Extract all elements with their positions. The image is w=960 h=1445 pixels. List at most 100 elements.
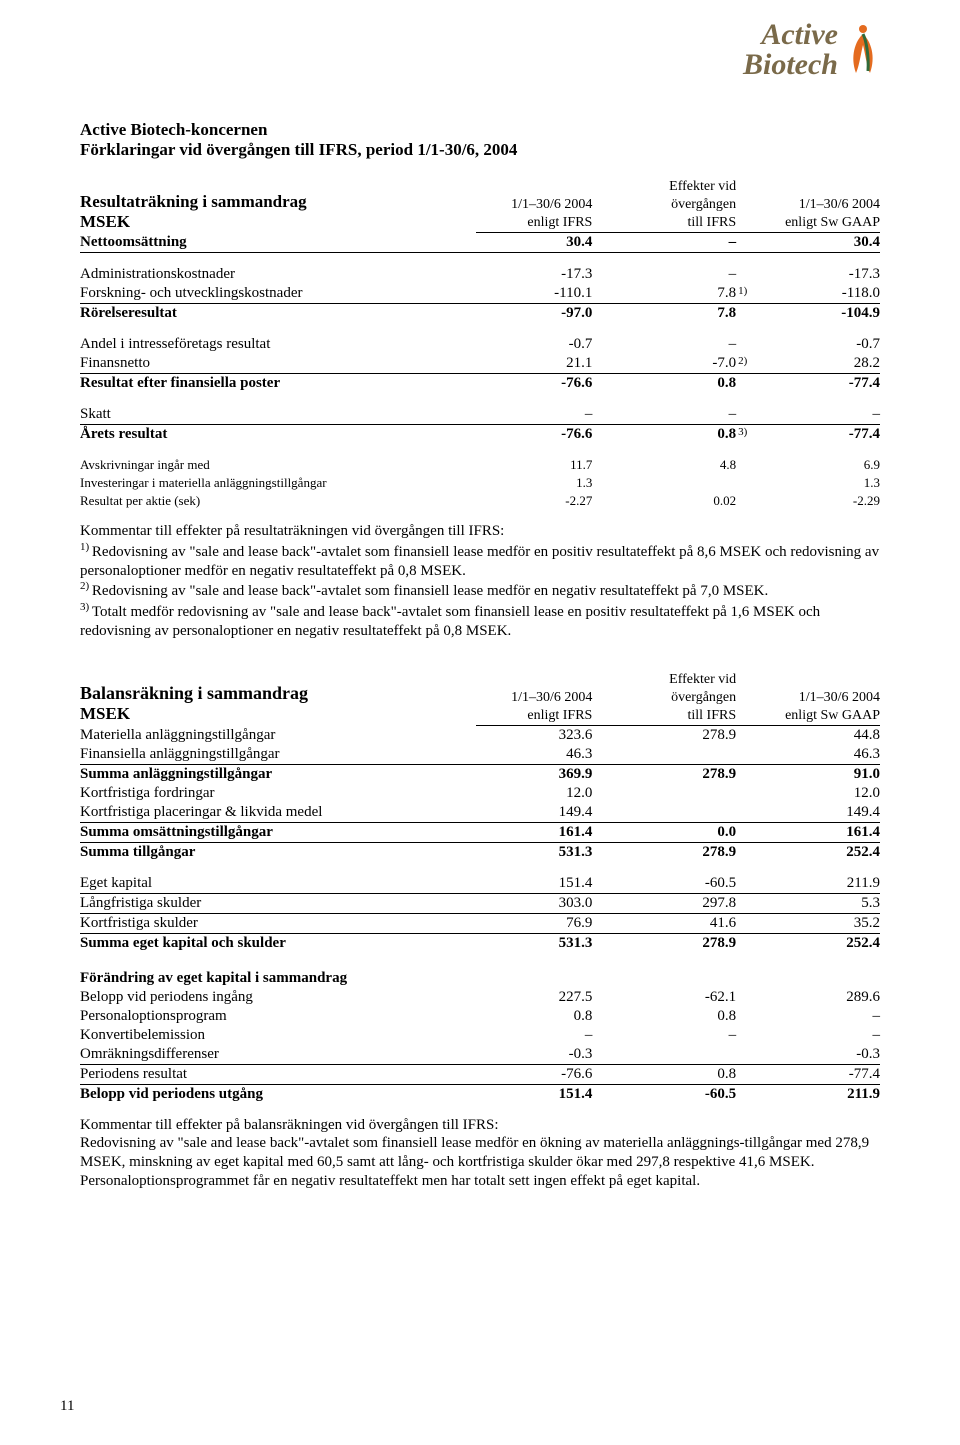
row-sup [736,1007,763,1026]
table-row: Materiella anläggningstillgångar323.6278… [80,725,880,745]
table-row [80,323,880,335]
row-c2: 0.8 [619,1064,736,1084]
row-c3: -118.0 [763,284,880,304]
row-c2: 7.8 [619,284,736,304]
row-c1: 46.3 [476,745,593,765]
page-number: 11 [60,1398,74,1415]
row-label: Omräkningsdifferenser [80,1045,476,1065]
row-c2: 0.0 [619,822,736,842]
company-logo: Active Biotech [743,20,880,80]
col3-line1: 1/1–30/6 2004 [763,196,880,214]
row-c3: -77.4 [763,425,880,445]
table-row: Kortfristiga fordringar12.012.0 [80,784,880,803]
table-row: Rörelseresultat-97.07.8-104.9 [80,304,880,324]
col3-line2: enligt Sw GAAP [763,214,880,233]
row-sup [736,1026,763,1045]
table-row: Eget kapital151.4-60.5211.9 [80,874,880,894]
row-c2: – [619,405,736,425]
row-c2: – [619,265,736,284]
table-row: Andel i intresseföretags resultat-0.7–-0… [80,335,880,354]
heading-line1: Active Biotech-koncernen [80,120,880,140]
row-c1: 531.3 [476,933,593,953]
row-c1: 12.0 [476,784,593,803]
row-c1: – [476,1026,593,1045]
table-row [80,444,880,456]
income-table: Resultaträkning i sammandrag MSEK Effekt… [80,178,880,510]
row-label: Finansiella anläggningstillgångar [80,745,476,765]
row-c1: – [476,405,593,425]
row-sup [736,842,763,862]
table-row: Omräkningsdifferenser-0.3-0.3 [80,1045,880,1065]
table-row [80,393,880,405]
row-label: Summa omsättningstillgångar [80,822,476,842]
row-c2: -7.0 [619,354,736,374]
income-unit: MSEK [80,212,130,231]
row-c2: 4.8 [619,456,736,474]
row-c1: 149.4 [476,803,593,823]
table-row: Belopp vid periodens utgång151.4-60.5211… [80,1084,880,1104]
row-c3: -0.7 [763,335,880,354]
balance-notes-lead: Kommentar till effekter på balansräkning… [80,1116,880,1135]
row-c3: -17.3 [763,265,880,284]
row-c2 [619,474,736,492]
row-sup [736,874,763,894]
row-c3: 30.4 [763,233,880,253]
row-c3: 44.8 [763,725,880,745]
logo-text: Active Biotech [743,20,838,80]
row-c1: -97.0 [476,304,593,324]
table-row: Summa tillgångar531.3278.9252.4 [80,842,880,862]
logo-line1: Active [743,20,838,50]
balance-notes-body: Redovisning av "sale and lease back"-avt… [80,1134,880,1190]
row-label: Investeringar i materiella anläggningsti… [80,474,476,492]
row-label: Forskning- och utvecklingskostnader [80,284,476,304]
row-c3: 12.0 [763,784,880,803]
row-c3: – [763,1026,880,1045]
income-title: Resultaträkning i sammandrag [80,192,307,211]
table-row: Resultat efter finansiella poster-76.60.… [80,374,880,394]
row-label: Administrationskostnader [80,265,476,284]
row-c1: 21.1 [476,354,593,374]
row-label: Rörelseresultat [80,304,476,324]
row-c2: -60.5 [619,874,736,894]
table-row: Skatt––– [80,405,880,425]
row-sup [736,1045,763,1065]
table-row: Långfristiga skulder303.0297.85.3 [80,893,880,913]
row-label: Andel i intresseföretags resultat [80,335,476,354]
row-c1: 323.6 [476,725,593,745]
row-c1: -0.7 [476,335,593,354]
row-c1: -76.6 [476,374,593,394]
row-c1: 76.9 [476,913,593,933]
row-c2 [619,784,736,803]
table-row: Administrationskostnader-17.3–-17.3 [80,265,880,284]
balance-notes: Kommentar till effekter på balansräkning… [80,1116,880,1191]
heading-line2: Förklaringar vid övergången till IFRS, p… [80,140,880,160]
row-c3: -77.4 [763,1064,880,1084]
balance-table: Balansräkning i sammandrag MSEK Effekter… [80,671,880,953]
row-c3: 252.4 [763,842,880,862]
table-row: Finansnetto21.1-7.02)28.2 [80,354,880,374]
row-c2 [619,803,736,823]
row-sup: 2) [736,354,763,374]
row-sup [736,492,763,510]
row-c2: – [619,233,736,253]
table-row: Periodens resultat-76.60.8-77.4 [80,1064,880,1084]
table-row: Personaloptionsprogram0.80.8– [80,1007,880,1026]
table-row: Konvertibelemission––– [80,1026,880,1045]
row-c3: 1.3 [763,474,880,492]
row-c3: 289.6 [763,988,880,1007]
row-c2: 278.9 [619,933,736,953]
row-c1: -17.3 [476,265,593,284]
income-note-3: Totalt medför redovisning av "sale and l… [80,604,820,639]
row-label: Avskrivningar ingår med [80,456,476,474]
table-row: Kortfristiga placeringar & likvida medel… [80,803,880,823]
table-row: Nettoomsättning30.4–30.4 [80,233,880,253]
row-c2 [619,1045,736,1065]
table-row: Avskrivningar ingår med11.74.86.9 [80,456,880,474]
row-label: Kortfristiga skulder [80,913,476,933]
row-c1: -76.6 [476,425,593,445]
row-c2: 7.8 [619,304,736,324]
row-c2 [619,745,736,765]
row-sup [736,725,763,745]
table-row: Belopp vid periodens ingång227.5-62.1289… [80,988,880,1007]
row-sup [736,304,763,324]
